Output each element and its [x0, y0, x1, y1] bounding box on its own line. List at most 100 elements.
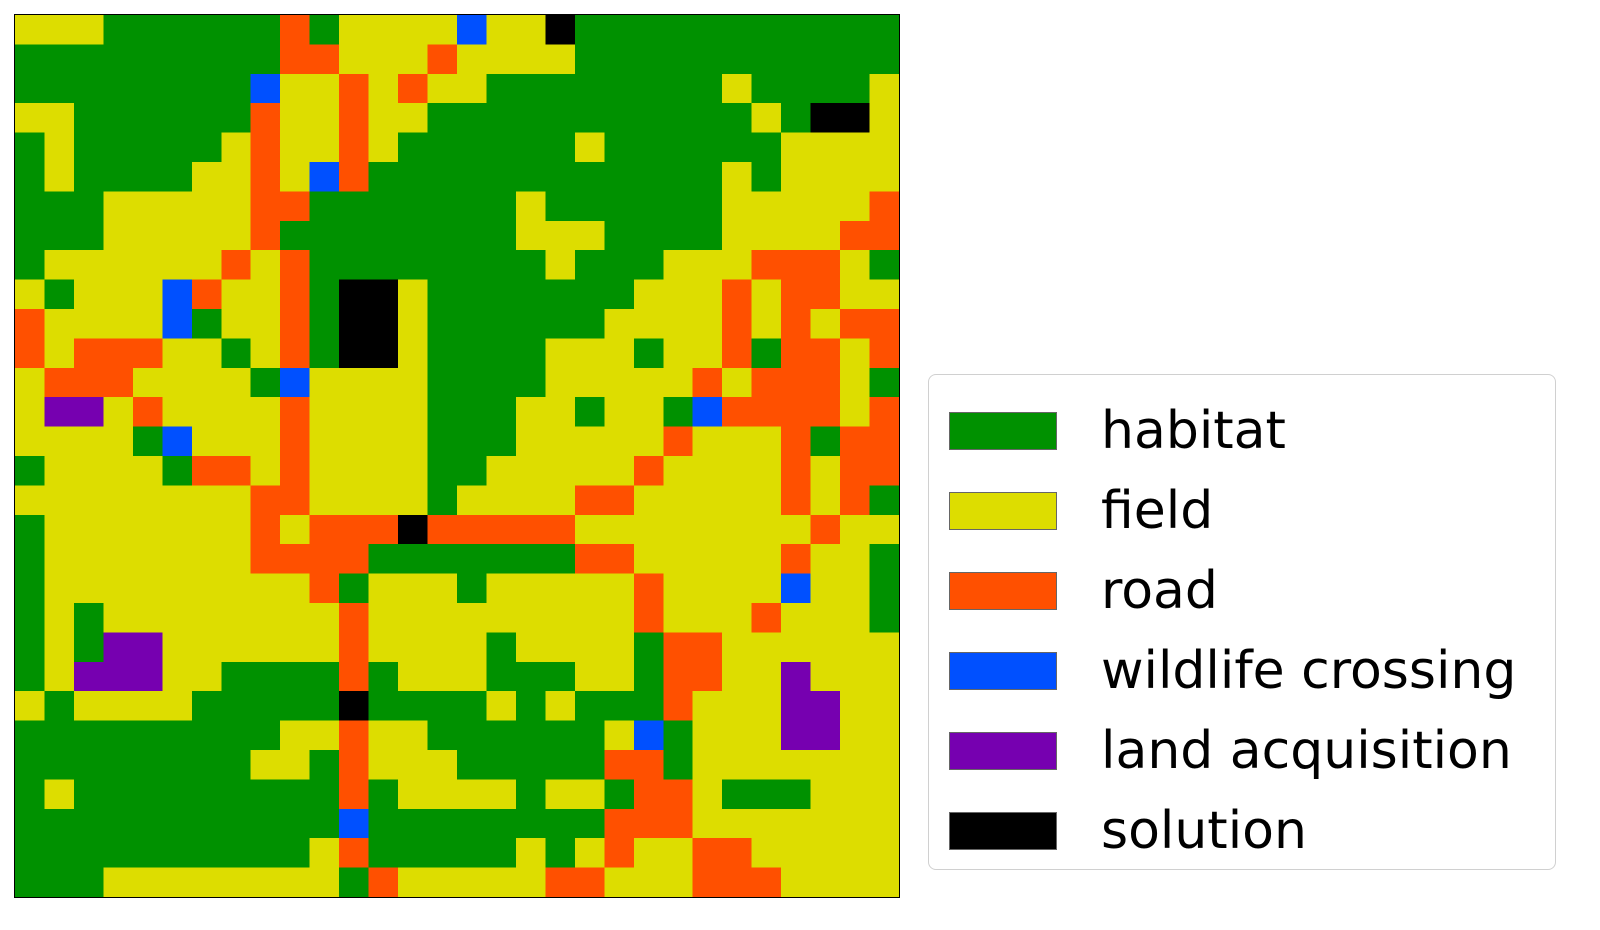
cell-field [309, 397, 340, 428]
cell-field [309, 367, 340, 398]
cell-field [840, 544, 871, 575]
cell-habitat [545, 309, 576, 339]
cell-field [132, 367, 163, 398]
cell-habitat [515, 103, 546, 134]
cell-field [309, 867, 340, 897]
cell-field [280, 573, 311, 604]
cell-field [221, 220, 252, 251]
cell-field [545, 44, 576, 75]
cell-field [722, 603, 753, 633]
cell-habitat [132, 426, 163, 457]
cell-field [722, 456, 753, 486]
cell-habitat [73, 603, 104, 633]
cell-field [840, 279, 871, 310]
cell-habitat [191, 779, 222, 810]
cell-habitat [574, 162, 605, 192]
cell-habitat [280, 779, 311, 810]
cell-habitat [103, 808, 134, 839]
cell-field [751, 808, 782, 839]
cell-habitat [339, 867, 370, 897]
cell-field [162, 338, 193, 369]
cell-road [280, 338, 311, 369]
cell-habitat [751, 15, 782, 45]
cell-road [545, 867, 576, 897]
cell-habitat [309, 15, 340, 45]
cell-wildlife-crossing [457, 15, 488, 45]
cell-habitat [663, 720, 694, 751]
cell-habitat [221, 720, 252, 751]
cell-road [250, 162, 281, 192]
cell-habitat [722, 779, 753, 810]
cell-habitat [457, 338, 488, 369]
cell-field [339, 397, 370, 428]
cell-field [339, 44, 370, 75]
cell-habitat [692, 44, 723, 75]
cell-habitat [427, 544, 458, 575]
cell-field [280, 720, 311, 751]
cell-habitat [250, 367, 281, 398]
cell-habitat [486, 426, 517, 457]
cell-field [604, 632, 635, 663]
cell-field [191, 632, 222, 663]
cell-habitat [73, 162, 104, 192]
cell-road [309, 573, 340, 604]
cell-habitat [604, 191, 635, 222]
cell-road [722, 338, 753, 369]
cell-field [103, 573, 134, 604]
cell-road [810, 250, 841, 281]
cell-habitat [515, 691, 546, 722]
cell-habitat [840, 73, 871, 104]
cell-field [545, 485, 576, 516]
cell-field [574, 661, 605, 692]
cell-field [781, 132, 812, 163]
cell-field [191, 367, 222, 398]
cell-habitat [633, 162, 664, 192]
cell-habitat [398, 191, 429, 222]
cell-field [545, 220, 576, 251]
cell-habitat [574, 73, 605, 104]
cell-field [810, 661, 841, 692]
cell-field [722, 573, 753, 604]
cell-habitat [751, 779, 782, 810]
cell-field [869, 279, 899, 310]
cell-habitat [221, 838, 252, 869]
cell-habitat [103, 779, 134, 810]
cell-field [751, 573, 782, 604]
cell-habitat [103, 162, 134, 192]
cell-field [280, 514, 311, 545]
cell-field [398, 338, 429, 369]
cell-field [722, 250, 753, 281]
cell-habitat [427, 456, 458, 486]
cell-road [692, 661, 723, 692]
cell-habitat [574, 720, 605, 751]
cell-solution [339, 338, 370, 369]
cell-habitat [604, 162, 635, 192]
cell-field [191, 867, 222, 897]
cell-field [221, 367, 252, 398]
cell-habitat [663, 162, 694, 192]
cell-habitat [604, 250, 635, 281]
cell-road [339, 838, 370, 869]
cell-road [840, 426, 871, 457]
cell-field [427, 573, 458, 604]
cell-habitat [44, 838, 75, 869]
cell-field [103, 191, 134, 222]
cell-road [692, 367, 723, 398]
cell-field [663, 514, 694, 545]
cell-habitat [604, 279, 635, 310]
cell-habitat [486, 632, 517, 663]
cell-habitat [73, 808, 104, 839]
cell-field [221, 573, 252, 604]
cell-field [221, 162, 252, 192]
cell-habitat [73, 191, 104, 222]
cell-field [73, 309, 104, 339]
cell-field [221, 867, 252, 897]
cell-habitat [221, 73, 252, 104]
cell-field [368, 73, 399, 104]
cell-road [663, 779, 694, 810]
cell-habitat [427, 397, 458, 428]
cell-field [869, 103, 899, 134]
cell-field [427, 750, 458, 780]
cell-field [869, 691, 899, 722]
cell-field [15, 103, 46, 134]
